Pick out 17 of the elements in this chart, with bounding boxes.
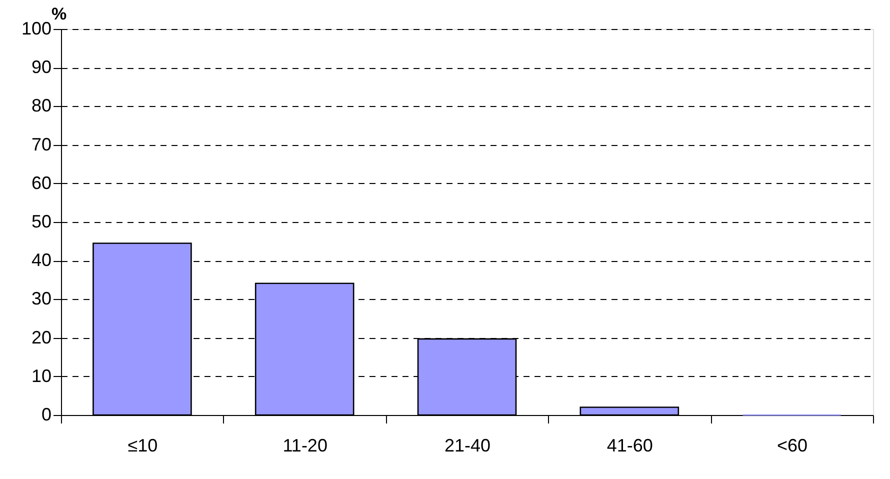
y-tick-label: 50 (31, 212, 52, 232)
y-tick-label: 100 (21, 18, 52, 38)
y-tick-label: 10 (31, 366, 52, 386)
y-tick-label: 70 (31, 134, 52, 154)
y-tick-label: 40 (31, 250, 52, 270)
y-tick-label: 20 (31, 327, 52, 348)
x-tick-label: <60 (777, 436, 808, 456)
x-tick-label: 41-60 (606, 436, 653, 456)
y-tick-label: 80 (31, 96, 52, 116)
x-tick-label: 21-40 (444, 436, 491, 456)
y-tick-label: 60 (31, 172, 52, 193)
x-tick-label: 11-20 (282, 436, 328, 456)
y-axis-title: % (52, 4, 67, 24)
y-tick-label: 90 (31, 57, 52, 78)
y-tick-label: 30 (31, 288, 52, 309)
x-tick-label: ≤10 (128, 436, 158, 456)
y-tick-label: 0 (41, 404, 52, 424)
